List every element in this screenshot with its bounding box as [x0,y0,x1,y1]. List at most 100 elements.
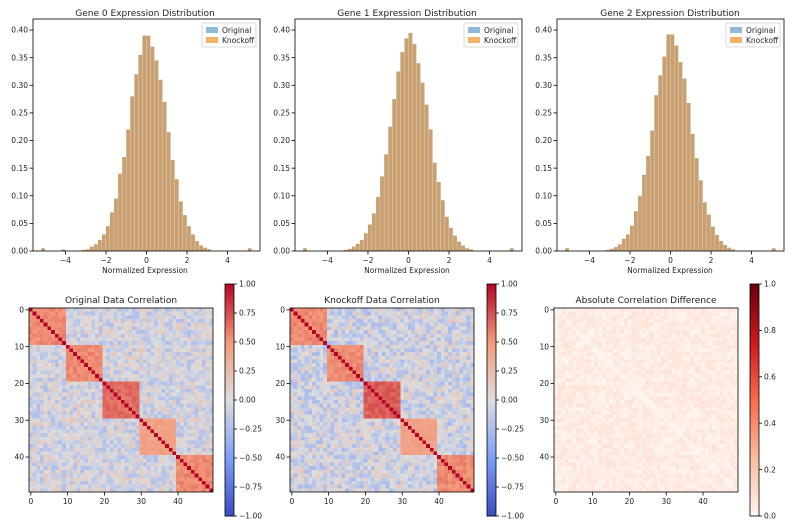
heatmap-cell [370,458,375,463]
heatmap-cell [385,337,390,342]
heatmap-cell [359,326,364,331]
heatmap-cell [65,480,70,485]
heatmap-cell [393,370,397,375]
heatmap-cell [426,392,430,397]
heatmap-cell [113,311,118,316]
heatmap-cell [84,484,88,489]
heatmap-cell [106,466,111,470]
heatmap-cell [422,333,427,338]
heatmap-cell [98,381,103,386]
colorbar-segment [225,495,234,498]
heatmap-cell [102,377,107,382]
heatmap-cell [451,422,456,426]
heatmap-cell [385,455,390,459]
heatmap-cell [135,341,140,345]
heatmap-cell [154,374,158,378]
heatmap-cell [293,433,298,437]
y-tick-label: 0.00 [11,247,28,256]
heatmap-cell [80,422,85,426]
heatmap-cell [330,374,335,378]
heatmap-cell [451,458,456,463]
colorbar-segment [225,404,234,408]
heatmap-cell [433,341,438,345]
heatmap-cell [80,326,85,331]
heatmap-cell [312,403,316,408]
heatmap-cell [451,348,456,353]
heatmap-cell [429,444,434,448]
heatmap-cell [341,403,346,408]
heatmap-cell [124,484,129,489]
heatmap-cell [102,422,107,426]
heatmap-cell [448,388,452,393]
histogram-bar [650,130,655,251]
colorbar-segment [225,432,234,436]
heatmap-cell [194,433,199,437]
histogram-bar [694,158,699,251]
heatmap-cell [168,447,173,452]
heatmap-cell [297,414,302,419]
heatmap-cell [470,429,475,434]
heatmap-cell [58,466,63,470]
heatmap-cell [62,352,66,356]
heatmap-cell [194,374,199,378]
heatmap-cell [65,374,70,378]
heatmap-cell [444,359,449,364]
y-tick-label: 40 [14,453,24,462]
heatmap-cell [359,337,364,342]
heatmap-cell [411,330,416,334]
colorbar-segment [225,335,234,338]
heatmap-cell [32,341,37,345]
heatmap-cell [73,473,77,478]
heatmap-cell [40,400,44,404]
heatmap-cell [337,458,342,463]
colorbar-segment [225,488,234,491]
heatmap-cell [407,403,412,408]
heatmap-cell [448,433,452,437]
heatmap-cell [135,440,140,445]
heatmap-cell [323,388,327,393]
heatmap-cell [102,370,107,375]
heatmap-cell [319,440,324,445]
heatmap-cell [139,396,144,401]
heatmap-cell [411,374,416,378]
heatmap-cell [363,462,368,467]
heatmap-cell [194,348,199,353]
legend-label-original: Original [222,26,251,35]
heatmap-cell [165,319,169,323]
heatmap-cell [157,469,162,474]
heatmap-cell [69,418,74,423]
heatmap-cell [187,370,191,375]
heatmap-cell [51,319,55,323]
heatmap-cell [139,451,144,456]
heatmap-cell [62,418,66,423]
heatmap-cell [165,447,169,452]
heatmap-cell [470,400,475,404]
heatmap-cell [326,396,331,401]
heatmap-cell [194,477,199,482]
heatmap-cell [352,311,357,316]
heatmap-cell [326,422,331,426]
heatmap-cell [95,341,99,345]
heatmap-cell [168,381,173,386]
heatmap-cell [396,425,401,430]
heatmap-cell [161,330,166,334]
heatmap-cell [150,458,155,463]
heatmap-cell [470,330,475,334]
heatmap-cell [161,381,166,386]
heatmap-cell [426,374,430,378]
colorbar-segment [225,302,234,306]
heatmap-cell [400,330,405,334]
heatmap-cell [308,344,313,349]
heatmap-cell [400,359,405,364]
heatmap-cell [198,451,203,456]
heatmap-cell [462,326,467,331]
heatmap-cell [205,469,210,474]
heatmap-cell [102,388,107,393]
heatmap-cell [444,315,449,320]
heatmap-cell [62,330,66,334]
heatmap-cell [459,326,464,331]
heatmap-cell [201,425,206,430]
heatmap-cell [382,374,386,378]
heatmap-cell [143,429,147,434]
heatmap-cell [466,341,471,345]
